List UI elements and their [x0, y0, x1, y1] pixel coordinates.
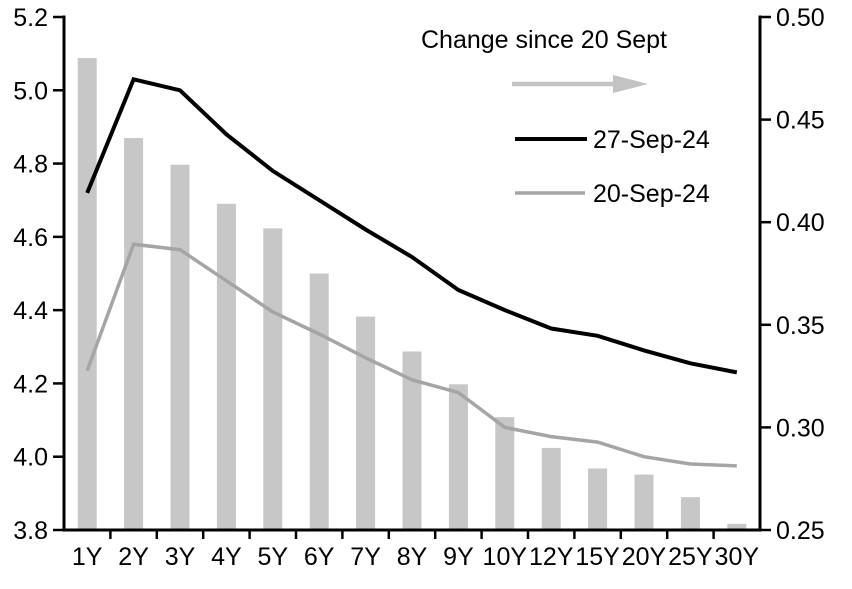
left-axis-label-4.8: 4.8 [13, 151, 48, 179]
left-axis-label-5.2: 5.2 [13, 4, 48, 32]
x-axis-label-10Y: 10Y [483, 543, 528, 571]
bar-3Y [170, 164, 190, 530]
x-axis-label-20Y: 20Y [622, 543, 667, 571]
x-axis-label-9Y: 9Y [443, 543, 474, 571]
right-axis-label-0.30: 0.30 [776, 414, 825, 442]
x-axis-label-3Y: 3Y [165, 543, 196, 571]
x-axis-label-15Y: 15Y [575, 543, 620, 571]
right-axis-label-0.50: 0.50 [776, 4, 825, 32]
right-axis-label-0.25: 0.25 [776, 517, 825, 545]
right-arrow-head-icon [613, 75, 648, 93]
right-axis-label-0.40: 0.40 [776, 209, 825, 237]
bar-10Y [495, 417, 515, 530]
bar-5Y [263, 228, 283, 530]
bar-4Y [216, 203, 236, 530]
bar-6Y [309, 273, 329, 530]
x-axis-label-5Y: 5Y [258, 543, 289, 571]
bar-25Y [680, 497, 700, 530]
bar-12Y [541, 447, 561, 530]
x-axis-label-25Y: 25Y [668, 543, 713, 571]
legend-change-label: Change since 20 Sept [420, 26, 667, 54]
left-axis-label-4.4: 4.4 [13, 297, 48, 325]
x-axis-label-30Y: 30Y [715, 543, 760, 571]
left-axis-label-4.0: 4.0 [13, 444, 48, 472]
line-27-Sep-24 [85, 76, 738, 375]
x-axis-label-1Y: 1Y [72, 543, 103, 571]
left-axis-label-5.0: 5.0 [13, 77, 48, 105]
left-axis-label-4.6: 4.6 [13, 224, 48, 252]
bar-1Y [77, 58, 97, 530]
bar-20Y [634, 474, 654, 530]
bar-8Y [402, 351, 422, 530]
legend-label-20-sep-24: 20-Sep-24 [593, 180, 710, 208]
bar-15Y [588, 468, 608, 530]
x-axis-label-6Y: 6Y [304, 543, 335, 571]
bar-7Y [356, 316, 376, 530]
x-axis-label-8Y: 8Y [397, 543, 428, 571]
bar-30Y [727, 523, 747, 530]
x-axis-label-4Y: 4Y [211, 543, 242, 571]
right-axis-label-0.45: 0.45 [776, 107, 825, 135]
bar-9Y [448, 384, 468, 530]
x-axis-label-12Y: 12Y [529, 543, 574, 571]
legend-label-27-sep-24: 27-Sep-24 [593, 126, 710, 154]
left-axis-label-3.8: 3.8 [13, 517, 48, 545]
x-axis-label-2Y: 2Y [118, 543, 149, 571]
left-axis-label-4.2: 4.2 [13, 370, 48, 398]
line-20-Sep-24 [85, 242, 737, 468]
x-axis-label-7Y: 7Y [350, 543, 381, 571]
right-axis-label-0.35: 0.35 [776, 312, 825, 340]
bar-2Y [124, 138, 144, 530]
